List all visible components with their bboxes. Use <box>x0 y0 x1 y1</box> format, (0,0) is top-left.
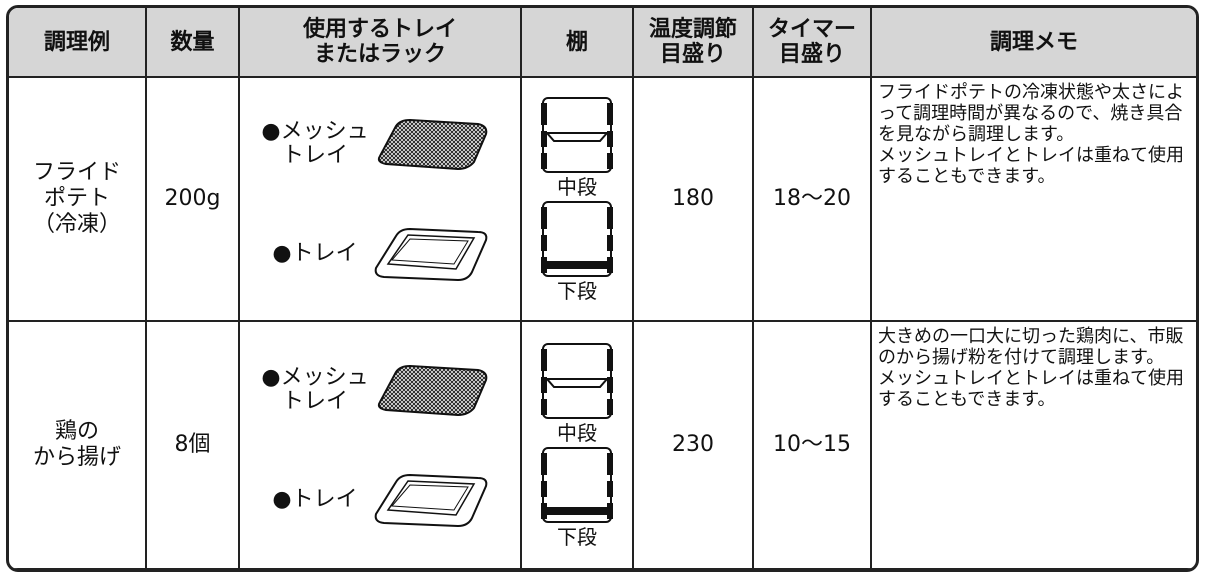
memo-cell: フライドポテトの冷凍状態や太さによって調理時間が異なるので、焼き具合を見ながら調… <box>870 76 1196 322</box>
table-row: 鶏の から揚げ 8個 ●メッシュ トレイ ●トレイ 中段 下段 230 10〜15 大きめの一口… <box>9 320 1196 569</box>
header-row: 調理例 数量 使用するトレイ またはラック棚温度調節 目盛り タイマー 目盛り 調理メモ <box>9 8 1196 78</box>
tray-icon <box>374 227 488 282</box>
table-body: フライド ポテト （冷凍） 200g ●メッシュ トレイ ●トレイ 中段 下段 180 18〜… <box>9 76 1196 569</box>
tray-item: ●トレイ <box>240 445 520 555</box>
temperature-cell: 180 <box>632 76 754 322</box>
mesh-tray-icon <box>377 364 488 417</box>
amount-cell: 200g <box>145 76 240 322</box>
shelf-icon <box>541 97 613 173</box>
tray-item: ●メッシュ トレイ <box>240 335 520 445</box>
shelf-cell: 中段 下段 <box>520 320 634 569</box>
tray-label: ●トレイ <box>272 487 358 512</box>
shelf-cell: 中段 下段 <box>520 76 634 322</box>
header-cell: 数量 <box>145 8 240 78</box>
shelf-icon <box>541 447 613 523</box>
shelf-label: 中段 <box>557 421 597 445</box>
shelf-label: 下段 <box>557 279 597 303</box>
header-cell: タイマー 目盛り <box>752 8 872 78</box>
shelf-item: 下段 <box>522 445 632 549</box>
header-cell: 使用するトレイ またはラック <box>238 8 522 78</box>
table-row: フライド ポテト （冷凍） 200g ●メッシュ トレイ ●トレイ 中段 下段 180 18〜… <box>9 76 1196 322</box>
dish-cell: フライド ポテト （冷凍） <box>9 76 147 322</box>
tray-cell: ●メッシュ トレイ ●トレイ <box>238 76 522 322</box>
timer-cell: 10〜15 <box>752 320 872 569</box>
table-frame: 調理例 数量 使用するトレイ またはラック棚温度調節 目盛り タイマー 目盛り 調理メモ… <box>6 5 1199 572</box>
tray-label: ●メッシュ トレイ <box>261 119 369 168</box>
shelf-icon <box>541 343 613 419</box>
header-cell: 棚 <box>520 8 634 78</box>
header-cell: 温度調節 目盛り <box>632 8 754 78</box>
timer-cell: 18〜20 <box>752 76 872 322</box>
cooking-table: 調理例 数量 使用するトレイ またはラック棚温度調節 目盛り タイマー 目盛り 調理メモ… <box>9 8 1196 569</box>
shelf-label: 下段 <box>557 525 597 549</box>
temperature-cell: 230 <box>632 320 754 569</box>
shelf-icon <box>541 201 613 277</box>
shelf-label: 中段 <box>557 175 597 199</box>
shelf-item: 中段 <box>522 95 632 199</box>
header-cell: 調理例 <box>9 8 147 78</box>
shelf-item: 中段 <box>522 341 632 445</box>
tray-label: ●トレイ <box>272 241 358 266</box>
tray-item: ●トレイ <box>240 199 520 309</box>
tray-item: ●メッシュ トレイ <box>240 89 520 199</box>
header-cell: 調理メモ <box>870 8 1196 78</box>
tray-icon <box>374 473 488 528</box>
memo-cell: 大きめの一口大に切った鶏肉に、市販のから揚げ粉を付けて調理します。 メッシュトレ… <box>870 320 1196 569</box>
shelf-item: 下段 <box>522 199 632 303</box>
dish-cell: 鶏の から揚げ <box>9 320 147 569</box>
tray-cell: ●メッシュ トレイ ●トレイ <box>238 320 522 569</box>
tray-label: ●メッシュ トレイ <box>261 365 369 414</box>
mesh-tray-icon <box>377 118 488 171</box>
amount-cell: 8個 <box>145 320 240 569</box>
